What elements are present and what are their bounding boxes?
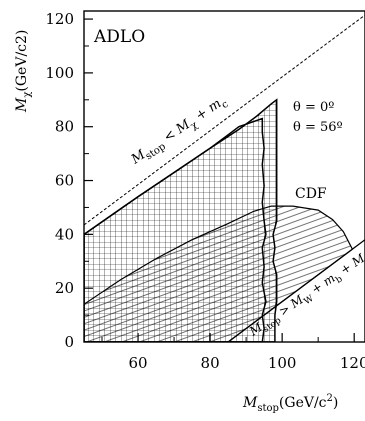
- cdf-label: CDF: [295, 186, 327, 202]
- y-tick-label: 100: [45, 64, 74, 82]
- y-tick-label: 0: [64, 333, 74, 351]
- plot-frame: [83, 10, 365, 343]
- x-axis-close: ): [333, 395, 338, 411]
- experiment-label: ADLO: [93, 27, 145, 47]
- y-tick-label: 40: [55, 225, 74, 243]
- x-axis-main: M: [242, 395, 258, 411]
- kin-lower-d-sub: χ: [364, 254, 365, 266]
- y-tick-label: 80: [55, 118, 74, 136]
- w-b-kinematic-line: [227, 239, 365, 342]
- kin-lower-c-sub: b: [334, 274, 345, 286]
- charm-kinematic-line: [84, 14, 365, 226]
- x-tick-label: 60: [128, 354, 147, 372]
- x-axis-sub: stop: [257, 403, 279, 414]
- x-axis-title: Mstop(GeV/c2): [242, 393, 338, 414]
- y-tick-label: 120: [45, 10, 74, 28]
- kin-upper-b-sub: χ: [189, 120, 200, 133]
- tick-layer: 60 80 100 120 0 20 40 60 80 100 120: [45, 10, 365, 372]
- kin-upper-c-sub: c: [220, 99, 231, 111]
- x-axis-unit: (GeV/c: [279, 395, 327, 411]
- y-tick-label: 60: [55, 172, 74, 190]
- x-tick-label: 120: [340, 354, 365, 372]
- y-axis-main: M: [14, 97, 30, 113]
- legend-entry-theta0: θ = 0º: [293, 100, 334, 115]
- regions-layer: [84, 14, 365, 342]
- y-axis-sub: χ: [22, 92, 33, 98]
- kin-upper-rel: < M: [158, 117, 194, 148]
- y-axis-title: Mχ(GeV/c2): [14, 30, 33, 113]
- legend-entry-theta56: θ = 56º: [293, 120, 343, 135]
- x-tick-label: 100: [268, 354, 297, 372]
- x-tick-label: 80: [201, 354, 220, 372]
- y-axis-unit: (GeV/c2): [14, 30, 30, 92]
- y-tick-label: 20: [55, 279, 74, 297]
- kin-upper-plus: + m: [190, 96, 224, 126]
- x-axis-sup: 2: [327, 393, 333, 404]
- adlo-theta56-region: [84, 117, 267, 342]
